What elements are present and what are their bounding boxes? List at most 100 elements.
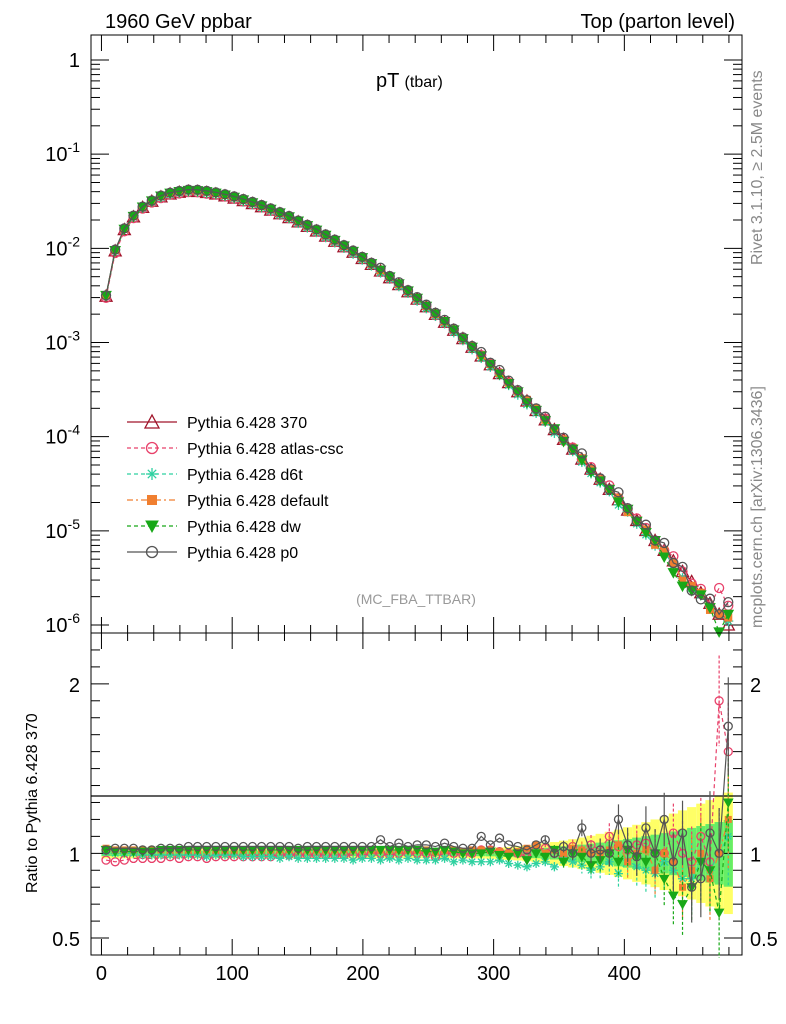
marker-triangle-down [475,849,487,859]
marker-circle [394,838,404,848]
marker-circle [174,843,184,853]
marker-circle [302,219,313,230]
star-stroke [596,863,604,871]
legend-entry: Pythia 6.428 dw [127,519,301,536]
marker-circle [595,845,605,855]
marker-circle [146,195,157,206]
marker-circle [640,519,652,530]
marker-circle [576,448,588,459]
legend-label: Pythia 6.428 370 [187,415,307,432]
marker-circle [357,251,368,263]
marker-circle [211,841,221,852]
marker-star [476,857,486,867]
y-tick-label: 10-3 [45,328,80,355]
marker-circle [604,484,615,495]
marker-triangle-down [658,552,671,564]
ratio-tick-label: 2 [69,675,80,697]
marker-circle [723,721,733,731]
star-stroke [395,856,403,864]
legend-entry: Pythia 6.428 default [127,493,329,510]
star-stroke [477,858,485,866]
star-stroke [312,854,321,863]
marker-circle [357,841,367,852]
marker-star [385,853,395,863]
marker-circle [513,841,523,852]
marker-circle [421,840,431,850]
main-x-ticks [100,35,730,633]
legend-entry: Pythia 6.428 370 [127,413,307,432]
marker-circle [687,882,697,892]
marker-circle [284,841,294,852]
star-stroke [203,853,211,861]
marker-triangle-down [676,581,689,593]
star-stroke [386,854,394,863]
star-stroke [267,853,275,861]
y-tick-label: 10-5 [45,516,80,543]
marker-circle [402,284,414,296]
marker-circle [192,841,203,852]
marker-circle [238,841,248,852]
series-line-p0 [105,189,729,616]
header-energy: 1960 GeV ppbar [105,11,252,33]
y-tick-label: 1 [69,50,80,72]
marker-circle [439,314,450,326]
star-stroke [376,856,385,864]
marker-circle [311,841,322,852]
marker-circle [668,557,679,569]
marker-circle [256,841,267,852]
star-stroke [431,856,440,864]
marker-circle [339,841,349,852]
y-tick-label: 10-6 [45,610,80,637]
marker-triangle-down [640,857,652,868]
star-stroke [550,863,559,871]
star-stroke [486,858,494,866]
marker-circle [494,364,505,376]
marker-triangle-down [677,900,688,910]
marker-circle [375,262,386,273]
marker-circle [202,841,212,852]
marker-circle [119,843,129,853]
marker-circle [302,841,312,852]
ratio-frame [90,632,743,956]
star-stroke [294,854,302,863]
marker-triangle-down [292,845,304,856]
marker-circle [384,270,395,282]
marker-star [577,860,587,870]
marker-square [642,846,650,854]
marker-circle [110,244,121,255]
marker-circle [229,841,239,852]
marker-circle [586,848,596,858]
marker-triangle-down [658,874,670,885]
marker-circle [330,841,340,852]
marker-circle [147,845,157,855]
legend-label: Pythia 6.428 d6t [187,467,303,484]
marker-circle [714,696,724,706]
ratio-x-ticks: 0 100 200 300 400 [96,633,730,985]
marker-circle [677,828,688,838]
marker-circle [449,841,459,852]
marker-circle [156,843,166,853]
star-stroke [514,861,522,869]
marker-triangle-down [503,852,515,863]
analysis-name: (MC_FBA_TTBAR) [356,591,476,607]
marker-circle [320,229,331,240]
marker-triangle-down [420,847,432,858]
marker-star [376,855,386,865]
star-stroke [450,858,458,866]
marker-circle [713,582,725,594]
star-stroke [505,859,513,868]
marker-circle [704,593,716,604]
marker-circle [101,845,111,855]
marker-circle [266,841,276,852]
marker-circle [659,814,669,825]
marker-circle [622,840,633,850]
marker-triangle-down [621,504,634,516]
marker-star [339,853,349,863]
marker-circle [668,857,679,867]
main-series [98,183,736,638]
marker-circle [613,487,624,498]
marker-triangle-down [439,845,450,856]
marker-star [275,853,285,863]
marker-triangle-down [200,187,213,198]
